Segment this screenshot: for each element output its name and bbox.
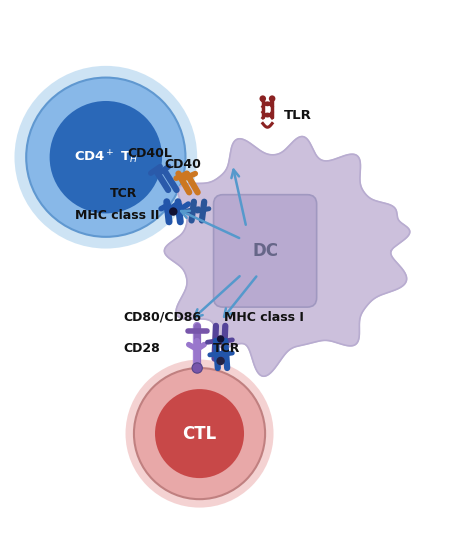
- Text: CTL: CTL: [182, 425, 217, 442]
- Circle shape: [192, 363, 202, 373]
- Circle shape: [259, 95, 266, 102]
- Circle shape: [217, 357, 225, 365]
- Circle shape: [15, 66, 197, 248]
- Text: CD40L: CD40L: [127, 147, 172, 160]
- Text: CD28: CD28: [124, 342, 160, 355]
- Text: CD80/CD86: CD80/CD86: [124, 311, 201, 324]
- Circle shape: [134, 368, 265, 499]
- Text: CD40: CD40: [164, 158, 201, 171]
- Polygon shape: [164, 137, 410, 376]
- Circle shape: [50, 101, 162, 213]
- Circle shape: [217, 335, 224, 343]
- Circle shape: [269, 95, 275, 102]
- Circle shape: [26, 78, 185, 237]
- Text: MHC class II: MHC class II: [75, 209, 160, 222]
- Text: DC: DC: [252, 242, 278, 260]
- Text: TCR: TCR: [213, 342, 240, 355]
- Text: TCR: TCR: [109, 187, 137, 200]
- FancyBboxPatch shape: [214, 195, 317, 307]
- Text: CD4$^+$ T$_H$: CD4$^+$ T$_H$: [73, 148, 138, 166]
- Text: MHC class I: MHC class I: [224, 311, 304, 324]
- Text: TLR: TLR: [284, 109, 312, 122]
- Circle shape: [169, 208, 177, 216]
- Circle shape: [126, 359, 273, 508]
- Circle shape: [155, 389, 244, 478]
